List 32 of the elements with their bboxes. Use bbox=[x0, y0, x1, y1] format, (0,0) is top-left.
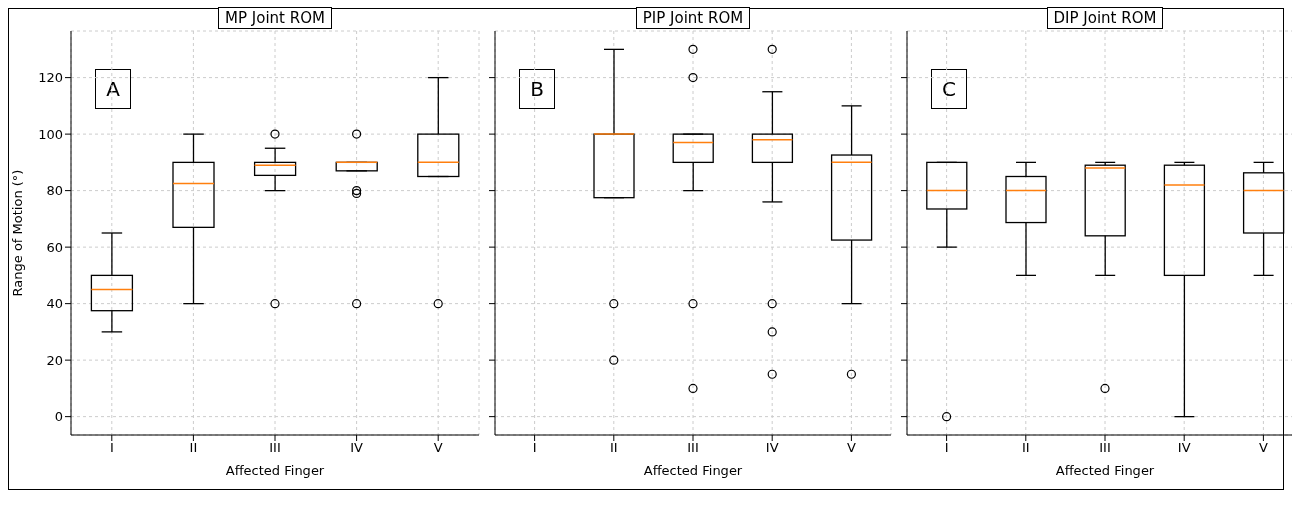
x-tick-label: II bbox=[609, 440, 618, 456]
x-axis-title: Affected Finger bbox=[1055, 463, 1155, 478]
y-tick-label: 60 bbox=[46, 239, 63, 255]
y-tick-label: 0 bbox=[54, 409, 63, 425]
y-tick-label: 100 bbox=[38, 126, 63, 142]
x-tick-label: IV bbox=[350, 440, 364, 456]
chart-title: PIP Joint ROM bbox=[635, 7, 751, 29]
x-tick-label: V bbox=[1258, 440, 1268, 456]
y-axis-title: Range of Motion (°) bbox=[9, 169, 25, 297]
annotation: B bbox=[519, 69, 555, 109]
x-tick-label: III bbox=[687, 440, 699, 456]
chart-title: DIP Joint ROM bbox=[1046, 7, 1164, 29]
chart-title: MP Joint ROM bbox=[218, 7, 332, 29]
x-tick-label: II bbox=[1021, 440, 1030, 456]
y-tick-label: 20 bbox=[46, 352, 63, 368]
x-tick-label: IV bbox=[765, 440, 779, 456]
x-tick-label: V bbox=[846, 440, 856, 456]
x-tick-label: I bbox=[944, 440, 949, 456]
y-tick-label: 80 bbox=[46, 183, 63, 199]
x-tick-label: I bbox=[109, 440, 114, 456]
x-tick-label: III bbox=[269, 440, 281, 456]
x-tick-label: III bbox=[1099, 440, 1111, 456]
x-tick-label: IV bbox=[1177, 440, 1191, 456]
x-tick-label: V bbox=[433, 440, 443, 456]
y-tick-label: 120 bbox=[38, 70, 63, 86]
annotation: C bbox=[931, 69, 967, 109]
y-tick-label: 40 bbox=[46, 296, 63, 312]
x-axis-title: Affected Finger bbox=[643, 463, 743, 478]
x-axis-title: Affected Finger bbox=[225, 463, 325, 478]
x-tick-label: I bbox=[532, 440, 537, 456]
x-tick-label: II bbox=[189, 440, 198, 456]
annotation: A bbox=[95, 69, 131, 109]
